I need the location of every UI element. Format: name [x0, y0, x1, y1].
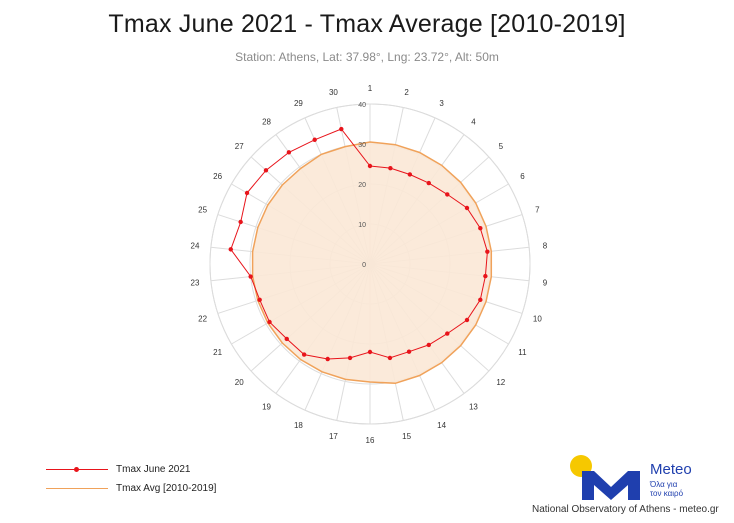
category-label: 3 [439, 99, 444, 108]
series-tmax-2021-point [325, 356, 330, 362]
series-tmax-2021-point [286, 150, 292, 155]
series-tmax-2021-point [257, 297, 262, 303]
series-tmax-2021-point [244, 190, 250, 196]
category-label: 10 [533, 314, 542, 323]
category-label: 2 [404, 88, 409, 97]
series-tmax-2021-point [228, 247, 233, 252]
category-label: 24 [191, 242, 200, 251]
credit-text: National Observatory of Athens - meteo.g… [532, 504, 719, 515]
series-tmax-2021-point [426, 342, 431, 348]
category-label: 23 [191, 278, 200, 287]
series-tmax-2021-point [485, 249, 490, 254]
category-label: 25 [198, 206, 207, 215]
chart-title: Tmax June 2021 - Tmax Average [2010-2019… [108, 10, 626, 38]
series-tmax-2021-point [478, 297, 483, 303]
logo-tagline-line1: Όλα για [650, 480, 678, 489]
series-tmax-2021-point [367, 163, 373, 169]
series-tmax-2021-point [387, 355, 393, 361]
radial-tick-label: 0 [362, 262, 366, 269]
category-label: 11 [518, 348, 527, 357]
category-label: 1 [368, 84, 373, 93]
category-label: 27 [235, 142, 244, 151]
logo-tagline: Όλα για τον καιρό [650, 480, 710, 498]
category-label: 15 [402, 432, 411, 441]
series-tmax-2021-point [478, 225, 483, 231]
series-tmax-2021-point [238, 219, 243, 225]
logo-tagline-line2: τον καιρό [650, 489, 684, 498]
legend: Tmax June 2021 Tmax Avg [2010-2019] [46, 460, 216, 498]
series-tmax-2021-point [407, 172, 413, 177]
legend-label-tmax-avg: Tmax Avg [2010-2019] [116, 483, 217, 494]
meteo-logo[interactable]: Meteo Όλα για τον καιρό [570, 455, 710, 505]
category-label: 21 [213, 348, 222, 357]
series-tmax-2021-point [301, 352, 307, 357]
series-tmax-2021-point [263, 168, 269, 173]
legend-item-tmax-avg[interactable]: Tmax Avg [2010-2019] [46, 479, 216, 498]
radial-tick-label: 10 [358, 222, 366, 229]
category-label: 28 [262, 118, 271, 127]
category-label: 30 [329, 88, 338, 97]
series-tmax-2021-point [248, 274, 253, 279]
category-label: 18 [294, 421, 303, 430]
category-label: 12 [496, 378, 505, 387]
category-label: 29 [294, 99, 303, 108]
series-tmax-2021-point [464, 205, 470, 211]
category-label: 20 [235, 378, 244, 387]
series-tmax-2021-point [367, 349, 373, 355]
series-tmax-2021-point [388, 165, 393, 171]
series-tmax-2021-point [445, 331, 450, 336]
category-label: 5 [499, 142, 504, 151]
category-label: 17 [329, 432, 338, 441]
meteo-m-logo-icon [582, 471, 640, 500]
logo-brand: Meteo [650, 461, 692, 478]
category-label: 26 [213, 172, 222, 181]
series-tmax-2021-point [483, 273, 488, 279]
category-label: 13 [469, 402, 478, 411]
series-tmax-2021-point [347, 355, 353, 361]
legend-swatch-orange [46, 484, 108, 494]
series-tmax-2021-point [464, 317, 470, 323]
radial-tick-label: 20 [358, 182, 366, 189]
series-tmax-2021-point [406, 349, 412, 354]
chart-subtitle: Station: Athens, Lat: 37.98°, Lng: 23.72… [235, 50, 499, 64]
series-tmax-2021-point [426, 180, 431, 186]
legend-item-tmax-2021[interactable]: Tmax June 2021 [46, 460, 216, 479]
category-label: 9 [543, 278, 548, 287]
series-tmax-2021-point [267, 319, 272, 325]
series-avg-area [251, 141, 493, 385]
category-label: 4 [471, 118, 476, 127]
category-label: 6 [520, 172, 525, 181]
category-label: 16 [366, 436, 375, 445]
legend-swatch-red [46, 465, 108, 475]
legend-label-tmax-2021: Tmax June 2021 [116, 464, 191, 475]
series-tmax-2021-point [339, 126, 344, 132]
series-tmax-2021-point [284, 336, 289, 342]
radial-tick-label: 30 [358, 142, 366, 149]
category-label: 8 [543, 242, 548, 251]
series-tmax-2021-point [445, 192, 450, 197]
category-label: 22 [198, 314, 207, 323]
category-label: 19 [262, 402, 271, 411]
category-label: 14 [437, 421, 446, 430]
series-tmax-2021-point [312, 137, 317, 142]
category-label: 7 [535, 206, 540, 215]
radial-tick-label: 40 [358, 102, 366, 109]
